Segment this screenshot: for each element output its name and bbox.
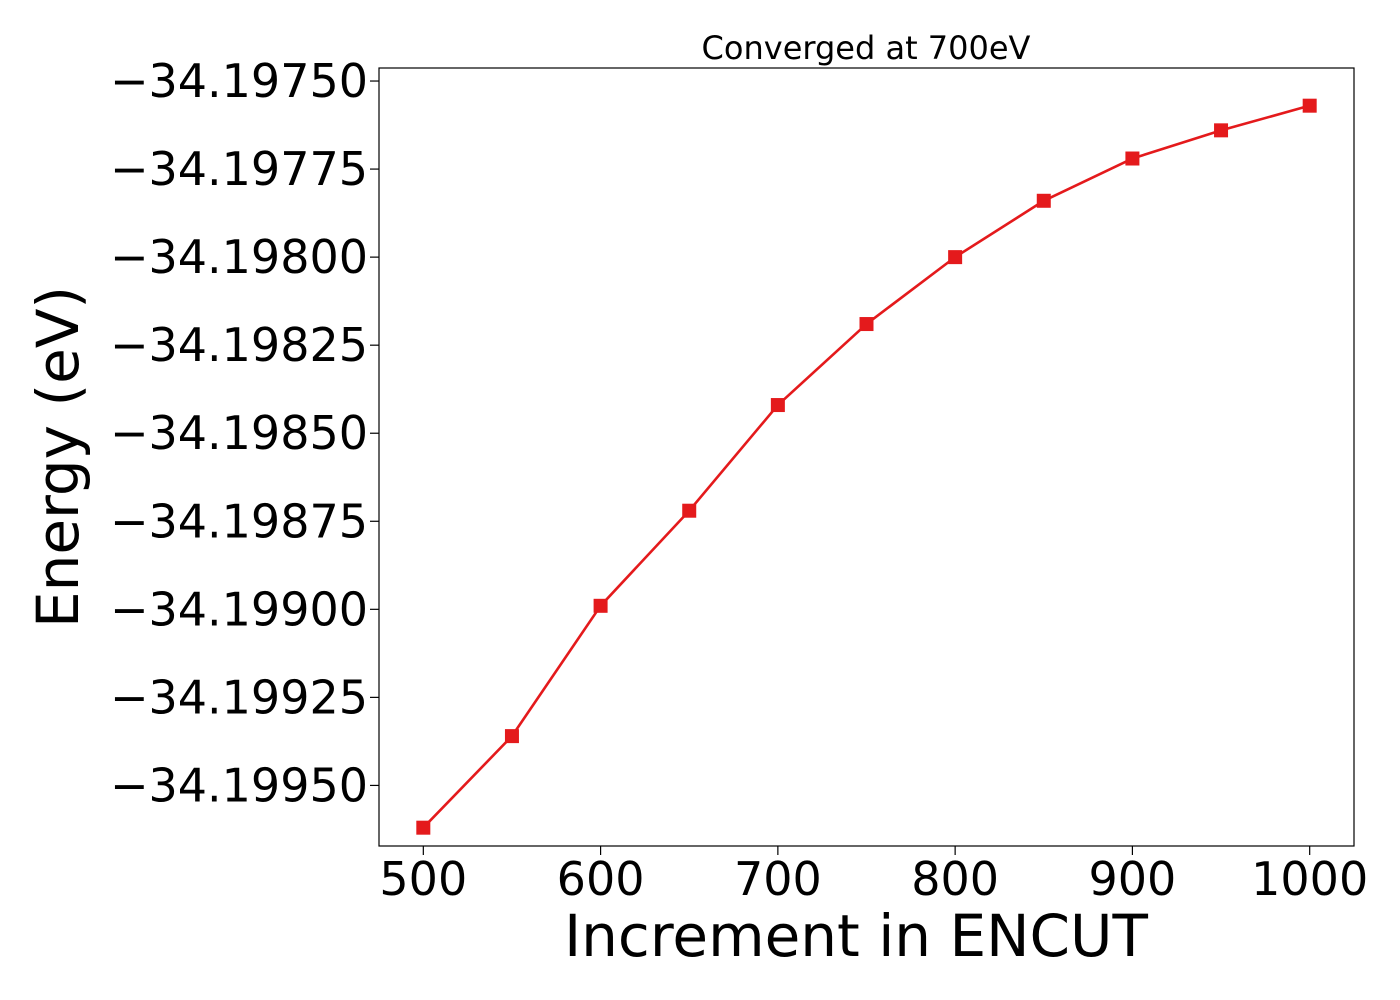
y-tick-label: −34.19875 — [110, 494, 368, 548]
data-point-marker — [1214, 123, 1229, 138]
y-tick-label: −34.19800 — [110, 230, 368, 284]
chart-title: Converged at 700eV — [702, 29, 1031, 67]
x-tick-label: 700 — [734, 852, 822, 906]
y-axis-label: Energy (eV) — [24, 286, 92, 628]
x-tick-label: 1000 — [1251, 852, 1368, 906]
data-point-marker — [770, 398, 785, 413]
data-point-marker — [1302, 98, 1317, 113]
y-tick-label: −34.19750 — [110, 54, 368, 108]
y-tick-label: −34.19850 — [110, 406, 368, 460]
y-tick-label: −34.19950 — [110, 758, 368, 812]
y-axis-ticks: −34.19950 −34.19925 −34.19900 −34.19875 −34.… — [110, 54, 379, 812]
data-point-marker — [593, 598, 608, 613]
x-axis-label: Increment in ENCUT — [564, 902, 1148, 970]
y-tick-label: −34.19900 — [110, 582, 368, 636]
data-point-marker — [416, 820, 431, 835]
series-layer — [416, 98, 1317, 835]
x-tick-label: 800 — [911, 852, 999, 906]
data-point-marker — [948, 250, 963, 265]
y-tick-label: −34.19775 — [110, 142, 368, 196]
x-tick-label: 900 — [1089, 852, 1177, 906]
x-tick-label: 500 — [379, 852, 467, 906]
data-point-marker — [504, 729, 519, 744]
data-point-marker — [1125, 151, 1140, 166]
data-point-marker — [1036, 193, 1051, 208]
x-tick-label: 600 — [557, 852, 645, 906]
data-point-marker — [682, 503, 697, 518]
plot-area-frame — [378, 67, 1355, 847]
y-tick-label: −34.19925 — [110, 670, 368, 724]
y-tick-label: −34.19825 — [110, 318, 368, 372]
x-axis-ticks: 500 600 700 800 900 1000 — [379, 846, 1368, 906]
data-point-marker — [859, 317, 874, 332]
